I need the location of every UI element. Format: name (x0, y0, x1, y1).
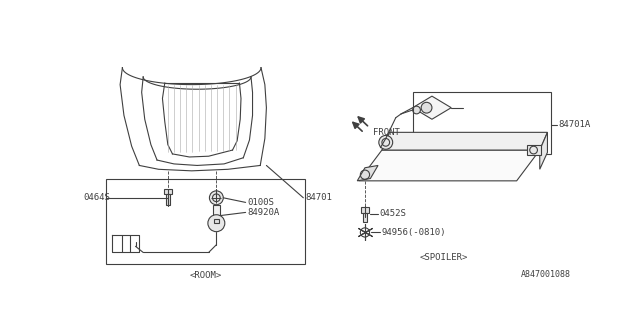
Text: 94956(-0810): 94956(-0810) (381, 228, 445, 237)
Bar (212, 205, 220, 219)
Polygon shape (413, 96, 451, 119)
Circle shape (421, 102, 432, 113)
Bar (214, 219, 219, 223)
Text: 84920A: 84920A (247, 208, 280, 217)
Bar (363, 213, 367, 222)
Bar (413, 92, 551, 154)
Circle shape (208, 215, 225, 232)
Text: 0100S: 0100S (247, 198, 274, 207)
Bar (164, 189, 172, 194)
Circle shape (209, 191, 223, 205)
Bar (106, 179, 305, 264)
Circle shape (413, 106, 420, 114)
Polygon shape (382, 132, 547, 150)
Bar (361, 207, 369, 213)
Text: 0464S: 0464S (83, 193, 110, 202)
Bar (166, 194, 170, 205)
Text: 84701: 84701 (305, 193, 332, 202)
Text: 0452S: 0452S (380, 210, 406, 219)
Bar (527, 145, 541, 156)
Text: FRONT: FRONT (372, 128, 399, 137)
Polygon shape (540, 132, 547, 169)
Polygon shape (359, 150, 540, 181)
Circle shape (379, 135, 393, 149)
Text: 84701A: 84701A (558, 120, 591, 129)
Text: <ROOM>: <ROOM> (189, 271, 221, 280)
Text: <SPOILER>: <SPOILER> (419, 253, 468, 262)
Text: A847001088: A847001088 (520, 270, 570, 279)
Polygon shape (357, 165, 378, 181)
